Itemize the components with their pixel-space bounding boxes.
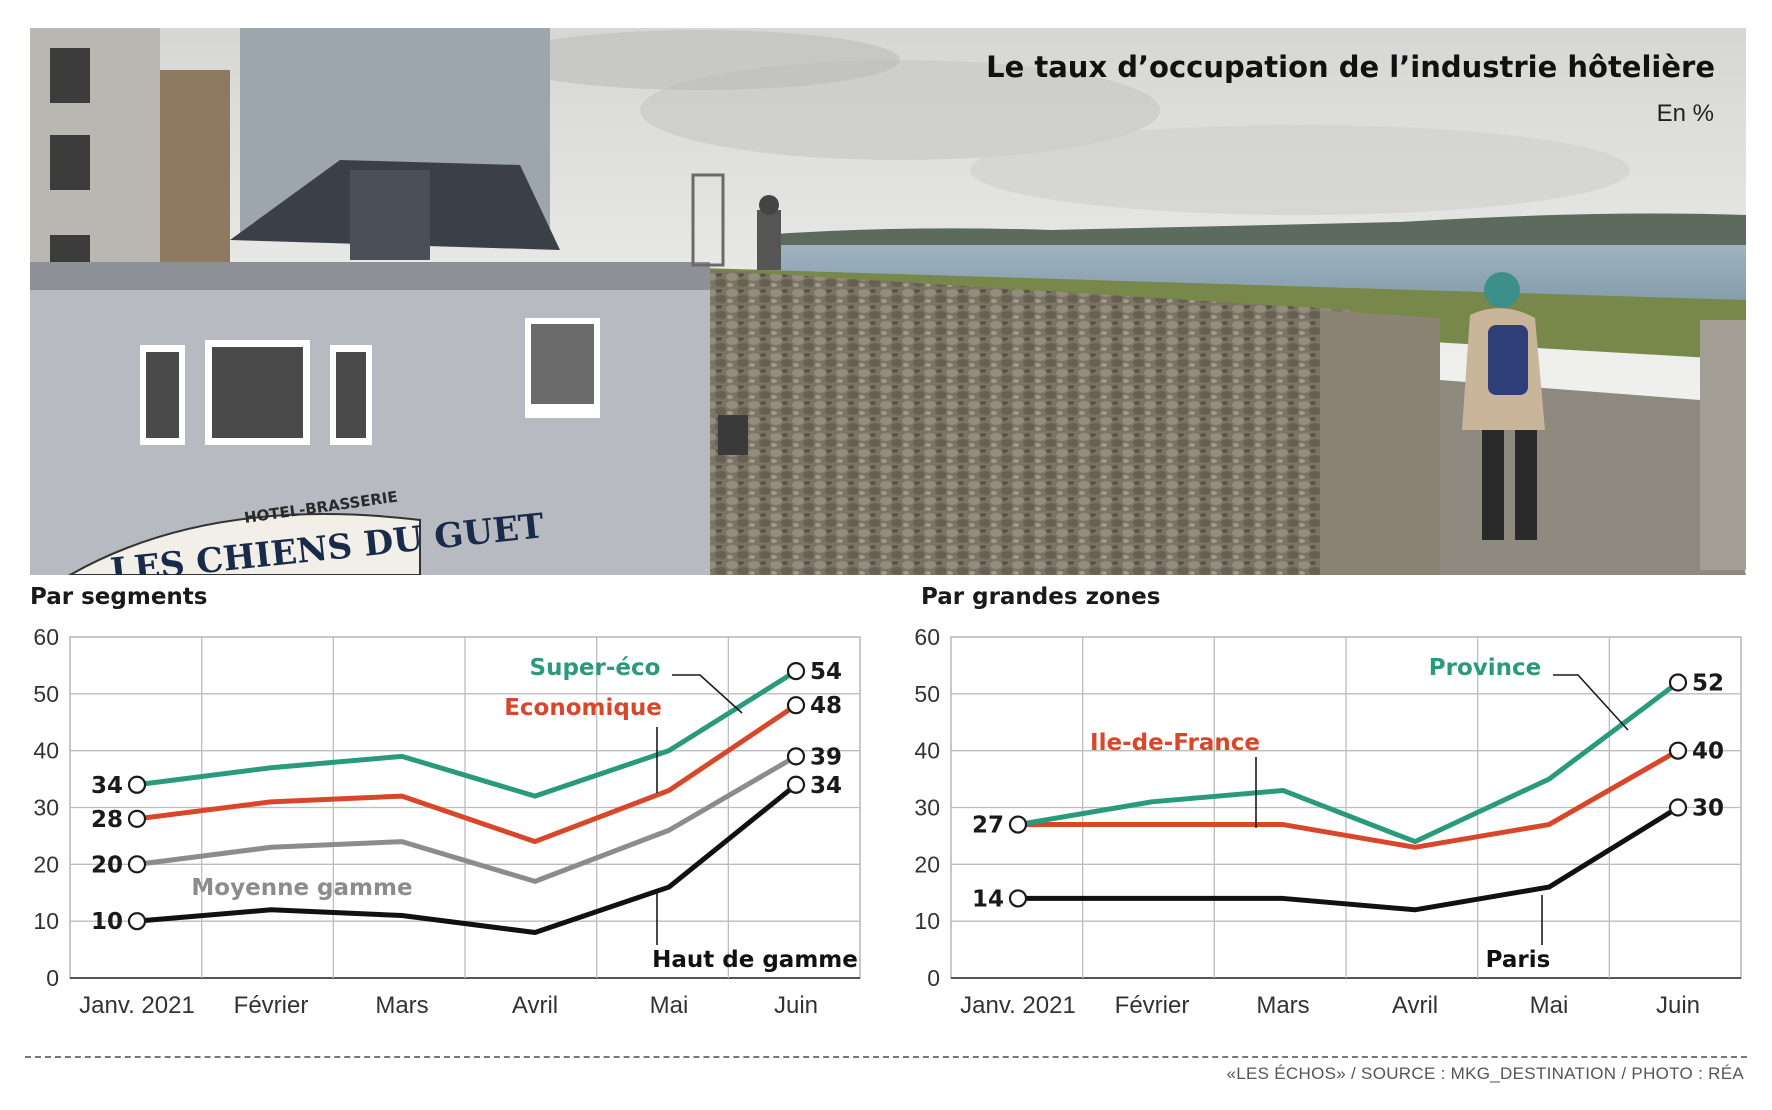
c0-marker-super-eco-end [786, 661, 806, 681]
c1-y-tick-label: 0 [927, 965, 940, 991]
c1-series-name-paris: Paris [1486, 947, 1551, 973]
c1-data-label-paris-end: 30 [1692, 796, 1724, 822]
c1-marker-province-end [1668, 673, 1688, 692]
c0-marker-economique-start [127, 809, 147, 828]
c1-marker-ile-de-france-start [1008, 815, 1028, 834]
c1-x-tick-label: Juin [1656, 992, 1700, 1019]
c0-y-tick-label: 50 [33, 681, 59, 707]
c0-y-tick-label: 40 [33, 738, 59, 764]
c0-data-label-economique-start: 28 [91, 807, 123, 833]
c0-series-line-economique [134, 702, 799, 845]
page-subtitle: En % [1656, 100, 1714, 127]
c1-series-name-province: Province [1429, 655, 1541, 681]
c0-data-label-super-eco-start: 34 [91, 773, 123, 799]
c0-y-tick-label: 30 [33, 795, 59, 821]
c1-data-label-ile-de-france-start: 27 [972, 813, 1004, 839]
c1-marker-paris-end [1668, 798, 1688, 817]
c1-y-tick-label: 20 [914, 851, 940, 877]
c0-series-name-super-eco: Super-éco [530, 655, 661, 681]
c0-x-tick-label: Février [234, 992, 309, 1019]
chart-zones: 0 10 20 30 40 50 60 Janv. 2021 Février Mars Avril M… [914, 624, 1742, 1019]
c0-marker-haut-de-gamme-end [786, 775, 806, 794]
c0-series-line-super-eco [134, 668, 799, 799]
c1-y-tick-label: 10 [914, 908, 940, 934]
c0-y-tick-label: 10 [33, 908, 59, 934]
c1-series-line-province [1015, 679, 1681, 845]
chart-segments: 0 10 20 30 40 50 60 Janv. 2021 Février Mars Avril M… [33, 624, 861, 1019]
c0-data-label-moyenne-gamme-end: 39 [810, 744, 842, 770]
c0-series-line-moyenne-gamme [134, 753, 799, 884]
c1-x-tick-label: Mai [1530, 992, 1569, 1019]
c1-y-tick-label: 50 [914, 681, 940, 707]
source-credit: «LES ÉCHOS» / SOURCE : MKG_DESTINATION /… [1226, 1064, 1744, 1083]
c1-series-line-paris [1015, 805, 1681, 913]
c1-y-tick-label: 40 [914, 738, 940, 764]
c0-marker-moyenne-gamme-end [786, 747, 806, 766]
c0-data-label-moyenne-gamme-start: 20 [91, 852, 123, 878]
c1-series-name-ile-de-france: Ile-de-France [1090, 730, 1260, 756]
c0-x-tick-label: Mai [650, 992, 689, 1019]
c1-data-label-ile-de-france-end: 40 [1692, 739, 1724, 765]
c0-x-tick-label: Juin [774, 992, 818, 1019]
c1-series-line-ile-de-france [1015, 748, 1681, 850]
c0-data-label-haut-de-gamme-start: 10 [91, 909, 123, 935]
c0-data-label-economique-end: 48 [810, 693, 842, 719]
chart-zones-title: Par grandes zones [921, 584, 1161, 610]
c0-marker-moyenne-gamme-start [127, 855, 147, 874]
c0-y-tick-label: 0 [46, 965, 59, 991]
c0-y-tick-label: 60 [33, 624, 59, 650]
c1-x-tick-label: Avril [1392, 992, 1438, 1019]
c1-y-tick-label: 30 [914, 795, 940, 821]
footer-divider [25, 1056, 1747, 1058]
c0-series-line-haut-de-gamme [134, 782, 799, 936]
c0-x-tick-label: Janv. 2021 [79, 992, 195, 1019]
c0-marker-super-eco-start [127, 775, 147, 794]
c0-x-tick-label: Mars [375, 992, 428, 1019]
c1-data-label-province-end: 52 [1692, 670, 1724, 696]
c0-marker-economique-end [786, 696, 806, 715]
c0-leader-line-super-eco [672, 674, 743, 714]
c0-series-name-moyenne-gamme: Moyenne gamme [191, 875, 412, 901]
c0-data-label-haut-de-gamme-end: 34 [810, 773, 842, 799]
c0-series-name-economique: Economique [504, 695, 662, 721]
c0-data-label-super-eco-end: 54 [810, 659, 842, 685]
c0-y-tick-label: 20 [33, 851, 59, 877]
c1-data-label-paris-start: 14 [972, 886, 1004, 912]
page-title: Le taux d’occupation de l’industrie hôte… [986, 50, 1715, 84]
c0-x-tick-label: Avril [512, 992, 558, 1019]
c1-leader-line-province [1553, 674, 1629, 731]
c1-x-tick-label: Janv. 2021 [960, 992, 1076, 1019]
c1-marker-paris-start [1008, 889, 1028, 908]
c1-x-tick-label: Mars [1256, 992, 1309, 1019]
c1-y-tick-label: 60 [914, 624, 940, 650]
c0-marker-haut-de-gamme-start [127, 912, 147, 931]
header-photo: HOTEL-BRASSERIE LES CHIENS DU GUET [30, 28, 1746, 575]
c1-x-tick-label: Février [1115, 992, 1190, 1019]
c0-series-name-haut-de-gamme: Haut de gamme [652, 947, 858, 973]
c1-marker-ile-de-france-end [1668, 741, 1688, 760]
chart-segments-title: Par segments [30, 584, 208, 610]
